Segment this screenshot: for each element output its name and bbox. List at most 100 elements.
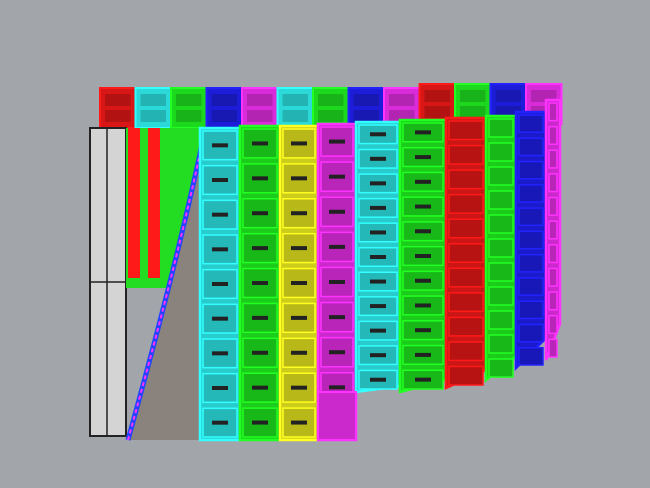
panel-label (353, 110, 379, 122)
panel-cell (548, 196, 558, 216)
panel-cell (518, 346, 544, 366)
panel-label (370, 377, 386, 382)
panel-label (252, 281, 268, 285)
panel-cell (548, 102, 558, 122)
red-strip (128, 128, 140, 278)
panel-cell (548, 244, 558, 264)
panel-cell (448, 144, 484, 165)
panel-label (370, 328, 386, 333)
panel-cell (488, 262, 514, 282)
panel-label (370, 156, 386, 161)
panel-label (495, 90, 521, 102)
red-strip (148, 128, 160, 278)
panel-cell (488, 334, 514, 354)
edge-curve (125, 129, 208, 441)
panel-label (329, 280, 345, 284)
panel-label (291, 385, 307, 390)
panel-cell (448, 341, 484, 362)
panel-label (212, 247, 228, 252)
panel-label (329, 350, 345, 355)
panel-cell (518, 137, 544, 157)
front-panel-columns (198, 98, 562, 442)
panel-label (140, 94, 166, 106)
panel-column-magenta (544, 98, 562, 361)
panel-cell (518, 184, 544, 203)
panel-label (212, 316, 228, 321)
panel-label (415, 328, 431, 333)
panel-label (318, 110, 344, 122)
panel-column-green (238, 124, 282, 442)
panel-label (212, 282, 228, 286)
panel-label (176, 94, 202, 106)
panel-column-green (484, 114, 518, 383)
panel-cell (488, 190, 514, 210)
panel-label (291, 176, 307, 181)
panel-label (329, 244, 345, 249)
panel-cell (518, 253, 544, 273)
panel-label (415, 303, 431, 308)
panel-label (212, 420, 228, 425)
panel-label (329, 385, 345, 390)
panel-cell (488, 310, 514, 330)
panel-cell (548, 125, 558, 146)
panel-label (291, 315, 307, 320)
panel-cell (518, 207, 544, 227)
panel-cell (448, 193, 484, 214)
panel-label (176, 110, 202, 122)
panel-label (291, 211, 307, 216)
panel-label (415, 179, 431, 184)
magenta-panel (317, 391, 357, 441)
panel-label (252, 211, 268, 216)
panel-cell (448, 292, 484, 313)
panel-column-cyan (198, 126, 242, 442)
panel-cell (448, 120, 484, 141)
panel-cell (548, 173, 558, 193)
panel-label (370, 132, 386, 137)
panel-label (415, 377, 431, 382)
panel-cell (448, 169, 484, 190)
panel-label (252, 350, 268, 355)
panel-label (415, 204, 431, 209)
panel-label (415, 155, 431, 160)
panel-label (329, 139, 345, 144)
panel-label (212, 386, 228, 390)
panel-cell (488, 142, 514, 162)
panel-label (415, 130, 431, 135)
panel-label (247, 94, 273, 106)
panel-label (282, 94, 308, 106)
panel-label (415, 254, 431, 258)
panel-label (370, 230, 386, 235)
panel-label (318, 94, 344, 106)
panel-label (370, 255, 386, 259)
brown-surface (128, 130, 205, 440)
panel-cell (548, 267, 558, 287)
panel-label (291, 420, 307, 425)
panel-label (105, 110, 131, 122)
panel-column-cyan (354, 120, 402, 394)
panel-cell (448, 365, 484, 386)
panel-cell (202, 130, 238, 161)
panel-cell (548, 338, 558, 358)
panel-label (212, 178, 228, 182)
panel-cell (448, 218, 484, 239)
panel-label (252, 315, 268, 320)
panel-label (329, 209, 345, 214)
panel-label (291, 281, 307, 285)
panel-label (282, 110, 308, 122)
curved-surface (125, 129, 208, 441)
panel-label (252, 141, 268, 146)
panel-column-green (398, 118, 448, 394)
panel-label (370, 205, 386, 210)
panel-column-yellow (278, 124, 320, 442)
panel-label (415, 229, 431, 234)
panel-cell (242, 302, 278, 334)
panel-label (252, 176, 268, 181)
panel-cell (488, 238, 514, 258)
panel-label (415, 352, 431, 357)
panel-column-red (444, 116, 488, 390)
panel-cell (488, 214, 514, 234)
panel-cell (518, 160, 544, 180)
panel-label (415, 278, 431, 283)
panel-label (291, 246, 307, 251)
